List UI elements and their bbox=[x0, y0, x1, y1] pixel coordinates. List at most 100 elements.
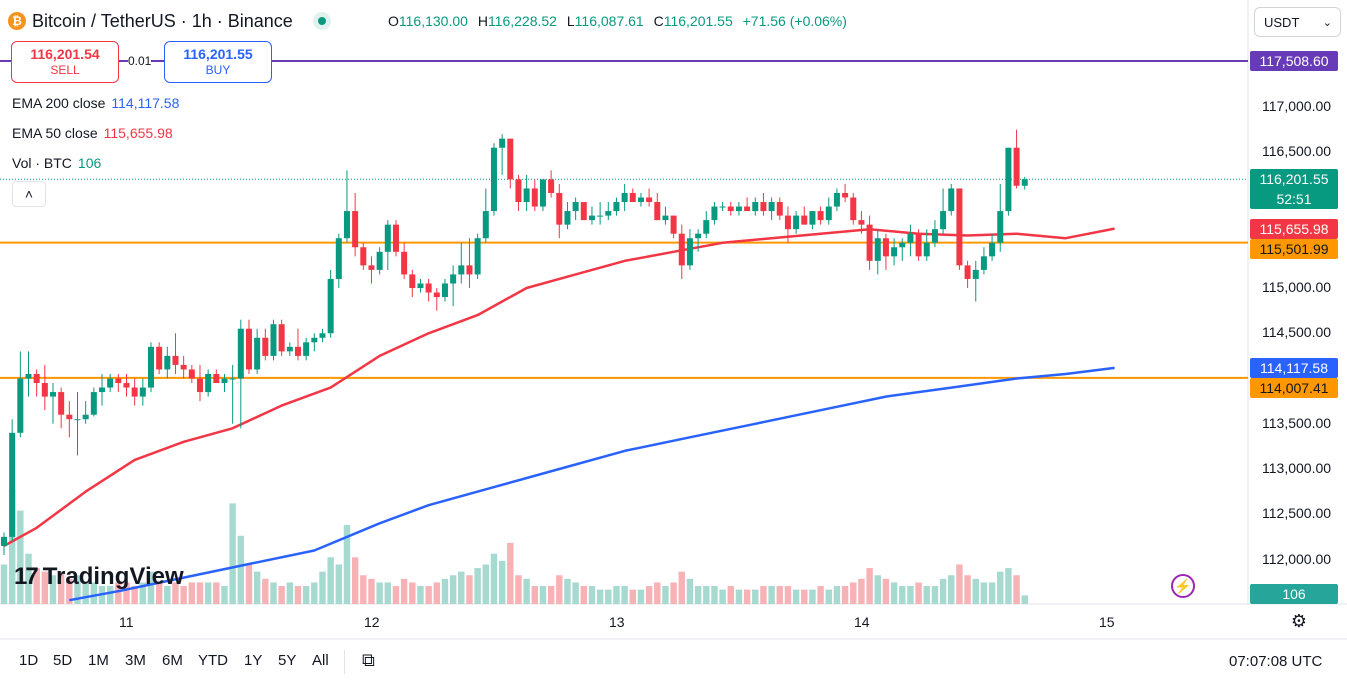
volume-bar bbox=[588, 586, 596, 604]
volume-bar bbox=[0, 564, 8, 604]
price-tag: 115,501.99 bbox=[1250, 239, 1338, 259]
y-tick-label: 112,000.00 bbox=[1262, 551, 1332, 567]
volume-bar bbox=[180, 586, 187, 604]
volume-bar bbox=[654, 582, 661, 604]
candle-body bbox=[58, 392, 65, 415]
candle-body bbox=[556, 192, 563, 225]
candle-body bbox=[1013, 147, 1020, 186]
candle-body bbox=[752, 202, 759, 212]
y-tick-label: 115,000.00 bbox=[1262, 279, 1332, 295]
candle-body bbox=[735, 206, 742, 212]
volume-bar bbox=[817, 586, 824, 604]
volume-bar bbox=[948, 575, 955, 604]
candle-body bbox=[482, 211, 489, 239]
volume-bar bbox=[25, 553, 32, 604]
volume-bar bbox=[980, 582, 988, 604]
timeframe-3m[interactable]: 3M bbox=[125, 652, 146, 669]
candle-body bbox=[164, 355, 171, 370]
symbol-header[interactable]: ₿ Bitcoin / TetherUS · 1h · Binance bbox=[8, 10, 331, 32]
volume-bar bbox=[531, 586, 538, 604]
volume-bar bbox=[939, 578, 947, 604]
timeframe-1y[interactable]: 1Y bbox=[244, 652, 263, 669]
volume-bar bbox=[262, 578, 269, 604]
volume-bar bbox=[106, 586, 114, 604]
candle-body bbox=[139, 387, 146, 397]
price-tag: 114,007.41 bbox=[1250, 378, 1338, 398]
candle-body bbox=[147, 346, 154, 388]
volume-bar bbox=[188, 582, 196, 604]
sell-button[interactable]: 116,201.54 SELL bbox=[11, 41, 119, 83]
timeframe-5d[interactable]: 5D bbox=[53, 652, 73, 669]
volume-bar bbox=[360, 575, 367, 604]
volume-bar bbox=[784, 586, 792, 604]
currency-select[interactable]: USDT ⌄ bbox=[1254, 7, 1341, 37]
candle-body bbox=[458, 265, 465, 275]
market-status-icon[interactable] bbox=[312, 12, 331, 30]
volume-bar bbox=[613, 586, 620, 604]
timeframe-all[interactable]: All bbox=[312, 652, 329, 669]
legend-ema200-name: EMA 200 close bbox=[12, 95, 106, 111]
legend-ema200[interactable]: EMA 200 close 114,117.58 bbox=[12, 95, 179, 111]
candle-body bbox=[523, 188, 530, 203]
legend-volume[interactable]: Vol · BTC 106 bbox=[12, 155, 101, 171]
volume-bar bbox=[409, 582, 416, 604]
candle-body bbox=[425, 283, 432, 293]
candle-body bbox=[41, 383, 48, 397]
volume-bar bbox=[131, 586, 138, 604]
candle-body bbox=[433, 292, 440, 298]
candle-body bbox=[278, 324, 285, 352]
utc-clock[interactable]: 07:07:08 UTC bbox=[1229, 653, 1323, 670]
candle-body bbox=[319, 333, 326, 338]
candle-body bbox=[196, 378, 203, 393]
volume-bar bbox=[841, 586, 849, 604]
candle-body bbox=[793, 215, 800, 230]
candle-body bbox=[695, 233, 702, 239]
volume-bar bbox=[90, 582, 98, 604]
calendar-icon[interactable]: ⧉ bbox=[362, 650, 375, 670]
timeframe-ytd[interactable]: YTD bbox=[198, 652, 228, 669]
candle-body bbox=[466, 265, 473, 275]
candle-body bbox=[335, 238, 342, 279]
volume-bar bbox=[245, 564, 253, 604]
open-value: 116,130.00 bbox=[398, 13, 468, 29]
tradingview-logo[interactable]: 17 TradingView bbox=[14, 563, 184, 591]
volume-bar bbox=[866, 568, 873, 604]
volume-bar bbox=[809, 589, 816, 604]
volume-bar bbox=[523, 578, 530, 604]
candle-body bbox=[842, 192, 849, 198]
candle-body bbox=[539, 179, 546, 207]
volume-bar bbox=[400, 578, 408, 604]
volume-bar bbox=[735, 589, 743, 604]
volume-bar bbox=[605, 589, 612, 604]
close-value: 116,201.55 bbox=[663, 13, 733, 29]
legend-ema200-value: 114,117.58 bbox=[111, 95, 180, 111]
candle-body bbox=[784, 215, 791, 230]
candle-body bbox=[237, 328, 244, 379]
timeframe-1m[interactable]: 1M bbox=[88, 652, 109, 669]
timeframe-6m[interactable]: 6M bbox=[162, 652, 183, 669]
buy-label: BUY bbox=[205, 63, 231, 77]
legend-volume-name: Vol · BTC bbox=[12, 155, 72, 171]
buy-button[interactable]: 116,201.55 BUY bbox=[164, 41, 272, 83]
sell-label: SELL bbox=[50, 63, 80, 77]
volume-bar bbox=[66, 578, 73, 604]
volume-bar bbox=[743, 589, 751, 604]
candle-body bbox=[49, 392, 56, 397]
lightning-icon[interactable]: ⚡ bbox=[1171, 574, 1195, 598]
high-key: H bbox=[477, 13, 488, 29]
legend-ema50[interactable]: EMA 50 close 115,655.98 bbox=[12, 125, 173, 141]
volume-bar bbox=[253, 571, 261, 604]
volume-bar bbox=[564, 578, 571, 604]
volume-bar bbox=[278, 586, 285, 604]
tradingview-mark-icon: 17 bbox=[14, 563, 39, 590]
gear-icon[interactable]: ⚙ bbox=[1290, 611, 1308, 631]
price-tag: 117,508.60 bbox=[1250, 51, 1338, 71]
candle-body bbox=[703, 220, 710, 234]
timeframe-1d[interactable]: 1D bbox=[19, 652, 39, 669]
timeframe-5y[interactable]: 5Y bbox=[278, 652, 297, 669]
candle-body bbox=[107, 378, 114, 388]
symbol-title[interactable]: Bitcoin / TetherUS · 1h · Binance bbox=[32, 10, 293, 31]
volume-bar bbox=[482, 564, 489, 604]
collapse-legend-button[interactable]: ˄ bbox=[12, 181, 46, 207]
